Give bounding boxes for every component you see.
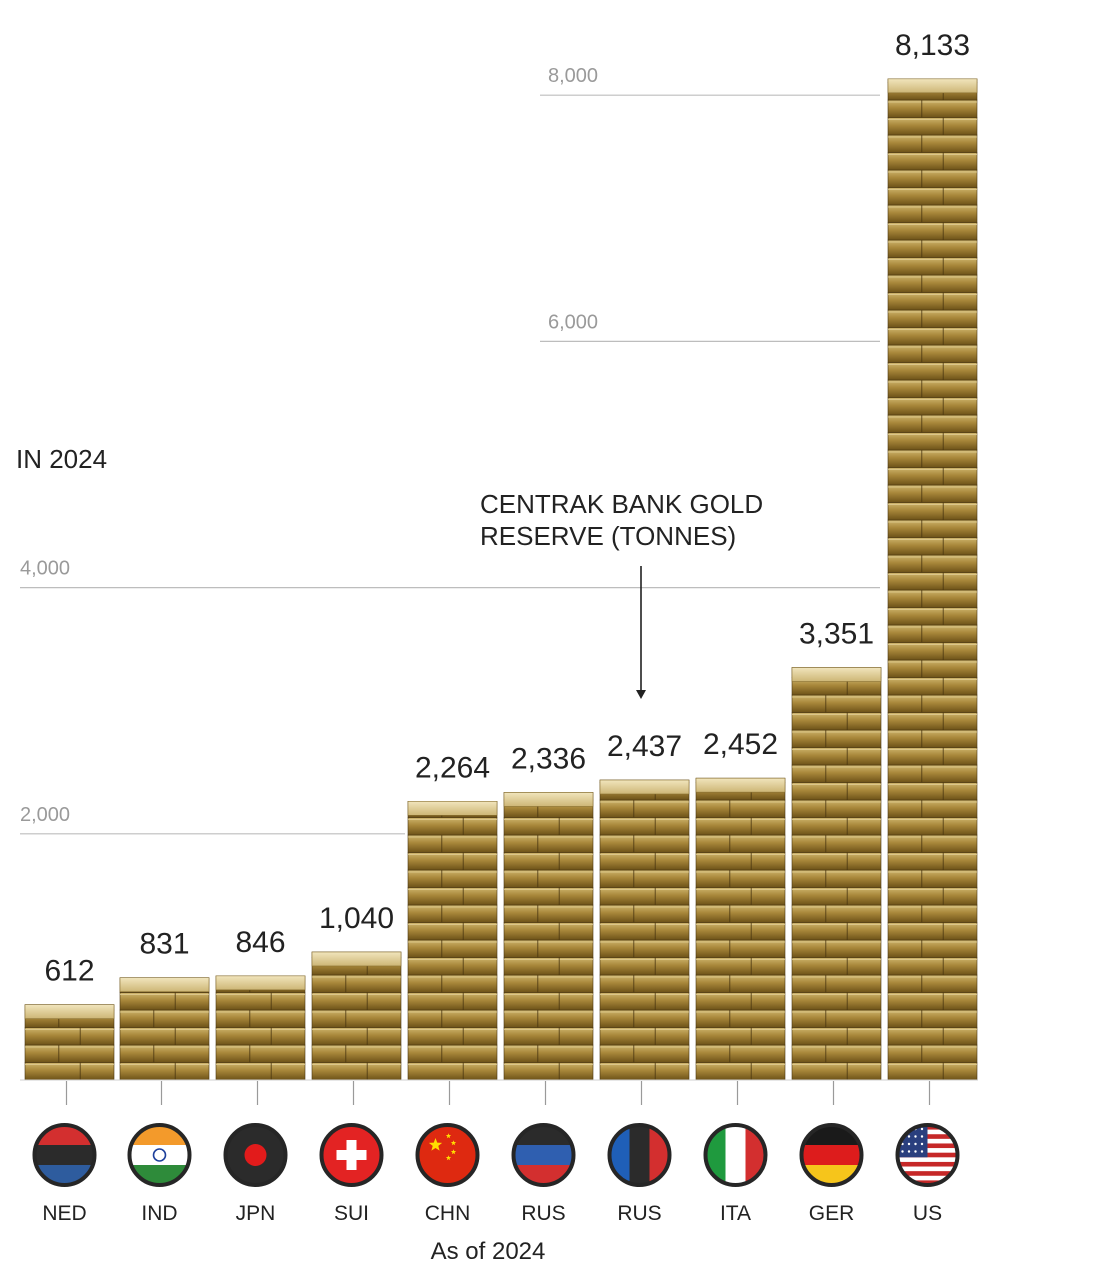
- data-label: 2,336: [511, 742, 586, 775]
- japan-flag-icon: [223, 1123, 288, 1187]
- y-tick-label: 8,000: [548, 65, 598, 87]
- x-tick-label: JPN: [236, 1202, 276, 1225]
- russia-flag-icon: [511, 1123, 576, 1187]
- russia-flag-icon: [607, 1123, 672, 1187]
- bar-rus-5: [503, 792, 594, 1081]
- gridlines: 2,000 4,000 6,000 8,000: [20, 65, 880, 835]
- year-label: IN 2024: [16, 444, 107, 474]
- bar-ita-7: [695, 777, 786, 1081]
- data-label: 2,264: [415, 751, 490, 784]
- india-flag-icon: [127, 1123, 192, 1187]
- china-flag-icon: [415, 1123, 480, 1187]
- chart-title-line-2: RESERVE (TONNES): [480, 521, 736, 551]
- bar-jpn-2: [215, 975, 306, 1081]
- x-axis: NED IND JPN SUI CHN RUS RUS ITA GER US: [20, 1079, 978, 1225]
- data-label: 846: [235, 926, 285, 959]
- chart-title-line-1: CENTRAK BANK GOLD: [480, 489, 763, 519]
- x-tick-label: ITA: [720, 1202, 751, 1225]
- x-tick-label: RUS: [617, 1202, 661, 1225]
- bar-us-9: [887, 78, 978, 1081]
- y-tick-label: 4,000: [20, 558, 70, 580]
- data-label: 831: [139, 928, 189, 961]
- data-label: 2,437: [607, 730, 682, 763]
- usa-flag-icon: [895, 1123, 960, 1187]
- bar-rus-6: [599, 779, 690, 1081]
- data-label: 8,133: [895, 29, 970, 62]
- switzerland-flag-icon: [319, 1123, 384, 1187]
- data-label: 612: [44, 955, 94, 988]
- x-tick-label: RUS: [521, 1202, 565, 1225]
- y-tick-label: 6,000: [548, 311, 598, 333]
- x-tick-label: NED: [42, 1202, 86, 1225]
- x-tick-label: CHN: [425, 1202, 471, 1225]
- bar-ind-1: [119, 977, 210, 1081]
- data-label: 1,040: [319, 902, 394, 935]
- bar-ger-8: [791, 667, 882, 1081]
- data-label: 3,351: [799, 617, 874, 650]
- footer-note: As of 2024: [431, 1238, 546, 1265]
- data-label: 2,452: [703, 728, 778, 761]
- value-labels: 612 831 846 1,040 2,264 2,336 2,437 2,452 3,351 8…: [44, 29, 970, 988]
- annotation-arrow: [636, 566, 646, 699]
- x-tick-label: US: [913, 1202, 942, 1225]
- x-tick-label: IND: [141, 1202, 177, 1225]
- germany-flag-icon: [799, 1123, 864, 1187]
- italy-flag-icon: [703, 1123, 768, 1187]
- bars: [24, 78, 978, 1081]
- bar-sui-3: [311, 951, 402, 1081]
- x-tick-label: GER: [809, 1202, 855, 1225]
- bar-ned-0: [24, 1004, 115, 1081]
- y-tick-label: 2,000: [20, 804, 70, 826]
- netherlands-flag-icon: [32, 1123, 97, 1187]
- bar-chn-4: [407, 801, 498, 1081]
- x-tick-label: SUI: [334, 1202, 369, 1225]
